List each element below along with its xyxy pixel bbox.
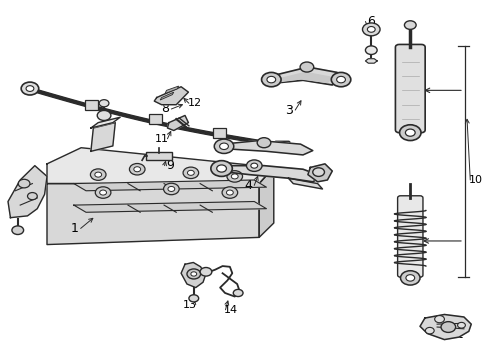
Text: 3: 3: [285, 104, 293, 117]
Circle shape: [187, 170, 194, 175]
Polygon shape: [47, 148, 273, 184]
Circle shape: [366, 27, 374, 32]
Circle shape: [210, 161, 232, 176]
Circle shape: [312, 168, 324, 176]
Circle shape: [231, 174, 238, 179]
FancyBboxPatch shape: [212, 129, 226, 138]
Text: 14: 14: [224, 305, 238, 315]
Circle shape: [246, 160, 262, 171]
Circle shape: [200, 267, 211, 276]
Polygon shape: [91, 117, 120, 128]
Polygon shape: [164, 86, 178, 94]
Circle shape: [95, 187, 111, 198]
Polygon shape: [167, 116, 188, 131]
Polygon shape: [181, 262, 205, 288]
Circle shape: [400, 271, 419, 285]
Circle shape: [95, 172, 102, 177]
Text: 4: 4: [244, 179, 252, 192]
Circle shape: [18, 179, 30, 188]
Text: 2: 2: [454, 328, 462, 341]
Text: 9: 9: [166, 159, 174, 172]
Text: 7: 7: [307, 169, 315, 182]
Polygon shape: [419, 315, 470, 339]
Polygon shape: [74, 180, 266, 191]
Circle shape: [12, 226, 23, 234]
Circle shape: [27, 193, 37, 200]
Polygon shape: [259, 167, 273, 237]
Circle shape: [222, 187, 237, 198]
Circle shape: [134, 167, 141, 172]
Circle shape: [365, 46, 376, 54]
Circle shape: [216, 165, 226, 172]
Circle shape: [261, 72, 281, 87]
Circle shape: [440, 321, 455, 332]
Circle shape: [129, 163, 145, 175]
Circle shape: [404, 21, 415, 30]
Circle shape: [457, 322, 465, 328]
Circle shape: [233, 289, 243, 297]
Text: 12: 12: [187, 98, 202, 108]
Text: 5: 5: [249, 139, 257, 152]
Polygon shape: [288, 178, 322, 189]
Polygon shape: [220, 140, 312, 155]
Circle shape: [214, 139, 233, 153]
Circle shape: [99, 100, 109, 107]
Polygon shape: [266, 67, 341, 85]
Polygon shape: [217, 166, 322, 182]
Circle shape: [330, 72, 350, 87]
Circle shape: [226, 171, 242, 182]
Circle shape: [226, 190, 233, 195]
Text: 8: 8: [161, 103, 169, 116]
Circle shape: [90, 169, 106, 180]
Text: 13: 13: [183, 300, 197, 310]
Circle shape: [434, 316, 444, 323]
FancyBboxPatch shape: [395, 44, 424, 133]
Circle shape: [21, 82, 39, 95]
Circle shape: [167, 186, 174, 192]
Text: 10: 10: [468, 175, 482, 185]
Circle shape: [362, 23, 379, 36]
Circle shape: [100, 190, 106, 195]
FancyBboxPatch shape: [84, 100, 98, 110]
FancyBboxPatch shape: [146, 152, 172, 160]
Circle shape: [250, 163, 257, 168]
Text: 11: 11: [154, 134, 168, 144]
Polygon shape: [47, 184, 259, 244]
Circle shape: [336, 76, 345, 83]
Circle shape: [266, 76, 275, 83]
FancyBboxPatch shape: [148, 114, 162, 124]
Circle shape: [405, 275, 414, 281]
Circle shape: [405, 129, 414, 136]
Text: 1: 1: [71, 222, 79, 235]
Polygon shape: [74, 202, 266, 212]
FancyBboxPatch shape: [274, 141, 289, 150]
Text: 6: 6: [366, 15, 374, 28]
FancyBboxPatch shape: [397, 196, 422, 277]
Circle shape: [257, 138, 270, 148]
Circle shape: [219, 143, 228, 149]
Circle shape: [26, 86, 34, 91]
Polygon shape: [154, 87, 188, 105]
Circle shape: [425, 327, 433, 334]
Polygon shape: [365, 59, 376, 63]
Circle shape: [190, 272, 196, 276]
Circle shape: [163, 183, 179, 195]
Polygon shape: [307, 164, 331, 182]
Polygon shape: [273, 72, 331, 82]
Polygon shape: [160, 92, 173, 100]
Polygon shape: [91, 123, 115, 151]
Circle shape: [300, 62, 313, 72]
Polygon shape: [8, 166, 47, 218]
Circle shape: [183, 167, 198, 179]
Circle shape: [186, 269, 200, 279]
Circle shape: [399, 125, 420, 140]
Circle shape: [97, 111, 111, 121]
Circle shape: [188, 295, 198, 302]
